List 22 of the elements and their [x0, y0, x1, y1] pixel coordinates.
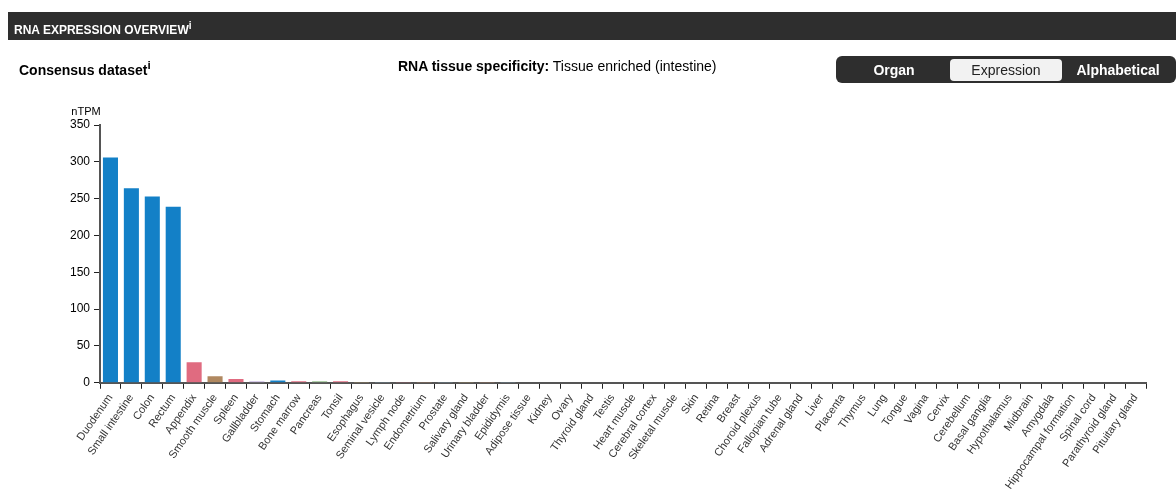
y-axis-title: nTPM	[71, 105, 101, 117]
bar	[123, 188, 139, 383]
bar	[207, 376, 223, 383]
chart-subtitle: Consensus dataset$^{i}$	[19, 58, 151, 78]
text: Organ	[872, 60, 916, 80]
text: Alphabetical	[1075, 60, 1161, 80]
y-tick-label: 350	[69, 117, 91, 132]
chart-title: RNA EXPRESSION OVERVIEW$^{i}$	[8, 12, 1176, 40]
bar	[102, 157, 118, 383]
text: RNA tissue specificity: Tissue enriched (intestine)	[398, 58, 717, 74]
y-tick-label: 250	[69, 190, 91, 205]
y-tick-label: 50	[76, 338, 91, 353]
y-tick-label: 200	[69, 227, 91, 242]
text: Expression	[950, 58, 1062, 81]
y-tick-label: 300	[69, 154, 91, 169]
y-tick-label: 150	[69, 264, 91, 279]
bar	[165, 206, 181, 383]
bar	[186, 362, 202, 383]
bar	[228, 379, 244, 383]
y-tick-label: 100	[69, 301, 91, 316]
y-tick-label: 0	[83, 375, 91, 390]
bar	[144, 196, 160, 383]
